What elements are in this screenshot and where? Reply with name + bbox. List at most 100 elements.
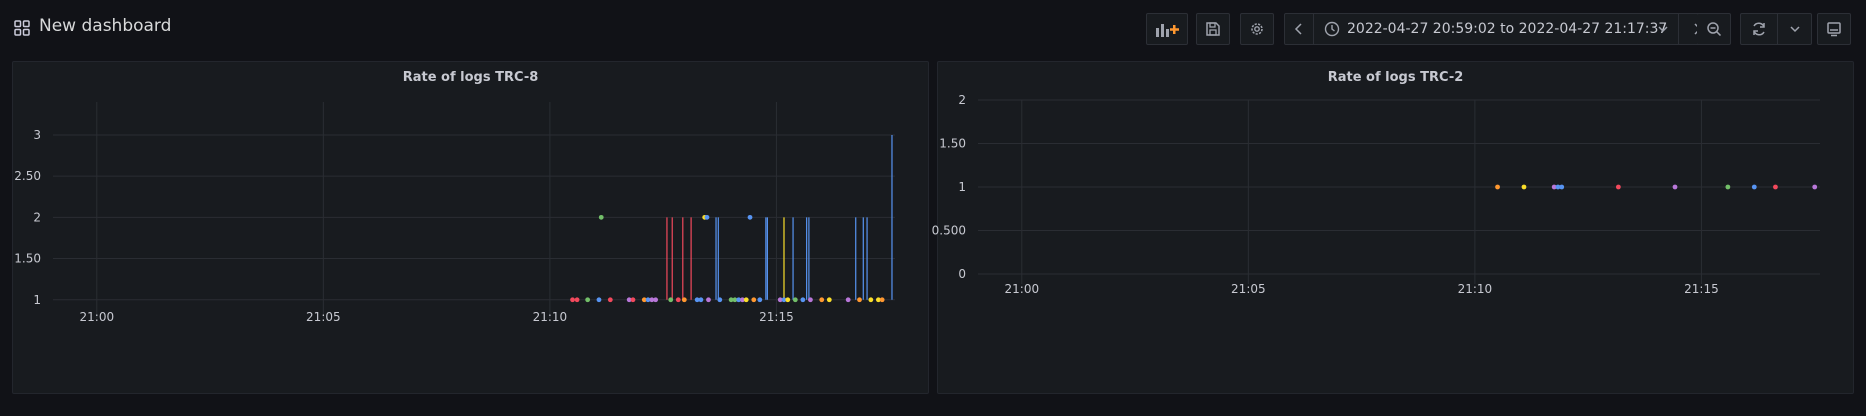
y-tick-label: 2 xyxy=(33,210,41,224)
tv-mode-button[interactable] xyxy=(1817,13,1851,45)
chevron-left-icon xyxy=(1294,23,1302,35)
y-tick-label: 0 xyxy=(958,267,966,281)
y-tick-label: 1 xyxy=(958,180,966,194)
data-point xyxy=(1495,184,1500,190)
data-point xyxy=(808,297,813,303)
y-tick-label: 1.50 xyxy=(14,252,41,266)
data-point xyxy=(570,297,575,303)
data-point xyxy=(1551,184,1557,190)
refresh-interval-dropdown[interactable] xyxy=(1778,14,1811,44)
y-tick-label: 3 xyxy=(33,128,41,142)
settings-gear-icon xyxy=(1251,23,1263,35)
data-point xyxy=(1559,184,1565,190)
panel-title[interactable]: Rate of logs TRC-8 xyxy=(402,70,539,85)
zoom-out-button[interactable] xyxy=(1697,13,1731,45)
dashboard-grid-icon xyxy=(14,20,30,36)
panel-trc-2[interactable]: Rate of logs TRC-2 0 0.500 1 1.50 2 21:00 21:0… xyxy=(932,61,1854,394)
data-point xyxy=(875,297,881,303)
data-point xyxy=(732,297,738,303)
data-point xyxy=(792,297,798,303)
time-picker-group: 2022-04-27 20:59:02 to 2022-04-27 21:17:… xyxy=(1284,13,1715,45)
x-tick-label: 21:00 xyxy=(80,310,115,324)
data-point xyxy=(819,297,825,303)
data-point xyxy=(694,297,700,303)
data-point xyxy=(704,214,710,220)
data-point xyxy=(1773,184,1778,190)
panel-trc-8[interactable]: Rate of logs TRC-8 1 1.50 2 2.50 3 21:00 21:05… xyxy=(12,61,929,394)
data-point xyxy=(736,297,742,303)
save-dashboard-button[interactable] xyxy=(1196,13,1230,45)
data-point xyxy=(857,297,862,303)
data-point xyxy=(757,297,763,303)
refresh-button[interactable] xyxy=(1741,14,1777,44)
data-point xyxy=(668,297,674,303)
data-point xyxy=(1812,184,1818,190)
chart-trc-8: 1 1.50 2 2.50 3 21:00 21:05 21:10 21:15 xyxy=(14,102,895,324)
data-point xyxy=(706,297,711,303)
x-tick-label: 21:10 xyxy=(1458,282,1493,296)
tv-mode-icon xyxy=(1827,22,1841,37)
time-range-picker[interactable]: 2022-04-27 20:59:02 to 2022-04-27 21:17:… xyxy=(1314,14,1678,44)
data-point xyxy=(585,297,591,303)
data-point xyxy=(717,297,723,303)
refresh-group xyxy=(1740,13,1812,45)
time-range-text: 2022-04-27 20:59:02 to 2022-04-27 21:17:… xyxy=(1347,21,1668,37)
y-tick-label: 0.500 xyxy=(932,224,966,238)
y-tick-label: 2 xyxy=(958,93,966,107)
top-bar: New dashboard xyxy=(0,0,1866,58)
save-icon xyxy=(1206,22,1220,36)
data-point xyxy=(630,297,636,303)
refresh-icon xyxy=(1753,22,1765,36)
data-point xyxy=(698,297,704,303)
dashboard-settings-button[interactable] xyxy=(1240,13,1274,45)
zoom-out-icon xyxy=(1706,22,1721,37)
data-point xyxy=(740,297,745,303)
data-point xyxy=(675,297,681,303)
data-point xyxy=(728,297,734,303)
data-point xyxy=(1615,184,1621,190)
y-tick-label: 1 xyxy=(33,293,41,307)
clock-icon xyxy=(1324,21,1340,37)
data-point xyxy=(1521,184,1527,190)
chart-trc-2: 0 0.500 1 1.50 2 21:00 21:05 21:10 21:15 xyxy=(932,93,1820,296)
chevron-down-icon xyxy=(1658,26,1668,33)
data-point xyxy=(681,297,687,303)
data-point xyxy=(781,297,787,303)
data-point xyxy=(645,297,651,303)
panel-title[interactable]: Rate of logs TRC-2 xyxy=(1327,70,1464,85)
x-tick-label: 21:05 xyxy=(1231,282,1266,296)
y-tick-label: 2.50 xyxy=(14,169,41,183)
x-tick-label: 21:15 xyxy=(759,310,794,324)
chevron-down-icon xyxy=(1789,26,1800,33)
data-point xyxy=(1555,184,1561,190)
x-tick-label: 21:00 xyxy=(1005,282,1040,296)
data-point xyxy=(653,297,659,303)
data-point xyxy=(574,297,580,303)
data-point xyxy=(1751,184,1757,190)
x-tick-label: 21:15 xyxy=(1684,282,1719,296)
data-point xyxy=(751,297,757,303)
x-tick-label: 21:10 xyxy=(533,310,568,324)
data-point xyxy=(826,297,832,303)
data-point xyxy=(1725,184,1731,190)
y-tick-label: 1.50 xyxy=(939,137,966,151)
data-point xyxy=(845,297,851,303)
dashboard-title[interactable]: New dashboard xyxy=(39,16,172,36)
x-tick-label: 21:05 xyxy=(306,310,341,324)
data-point xyxy=(626,297,632,303)
data-point xyxy=(800,297,806,303)
data-point xyxy=(747,214,753,220)
data-point xyxy=(607,297,613,303)
add-panel-button[interactable] xyxy=(1146,13,1188,45)
data-point xyxy=(879,297,885,303)
data-point xyxy=(785,297,791,303)
data-point xyxy=(743,297,749,303)
data-point xyxy=(777,297,783,303)
data-point xyxy=(1672,184,1678,190)
data-point xyxy=(649,297,655,303)
data-point xyxy=(596,297,602,303)
add-panel-icon xyxy=(1156,24,1179,37)
data-point xyxy=(868,297,874,303)
time-shift-back-button[interactable] xyxy=(1285,14,1313,44)
data-point xyxy=(598,214,604,220)
